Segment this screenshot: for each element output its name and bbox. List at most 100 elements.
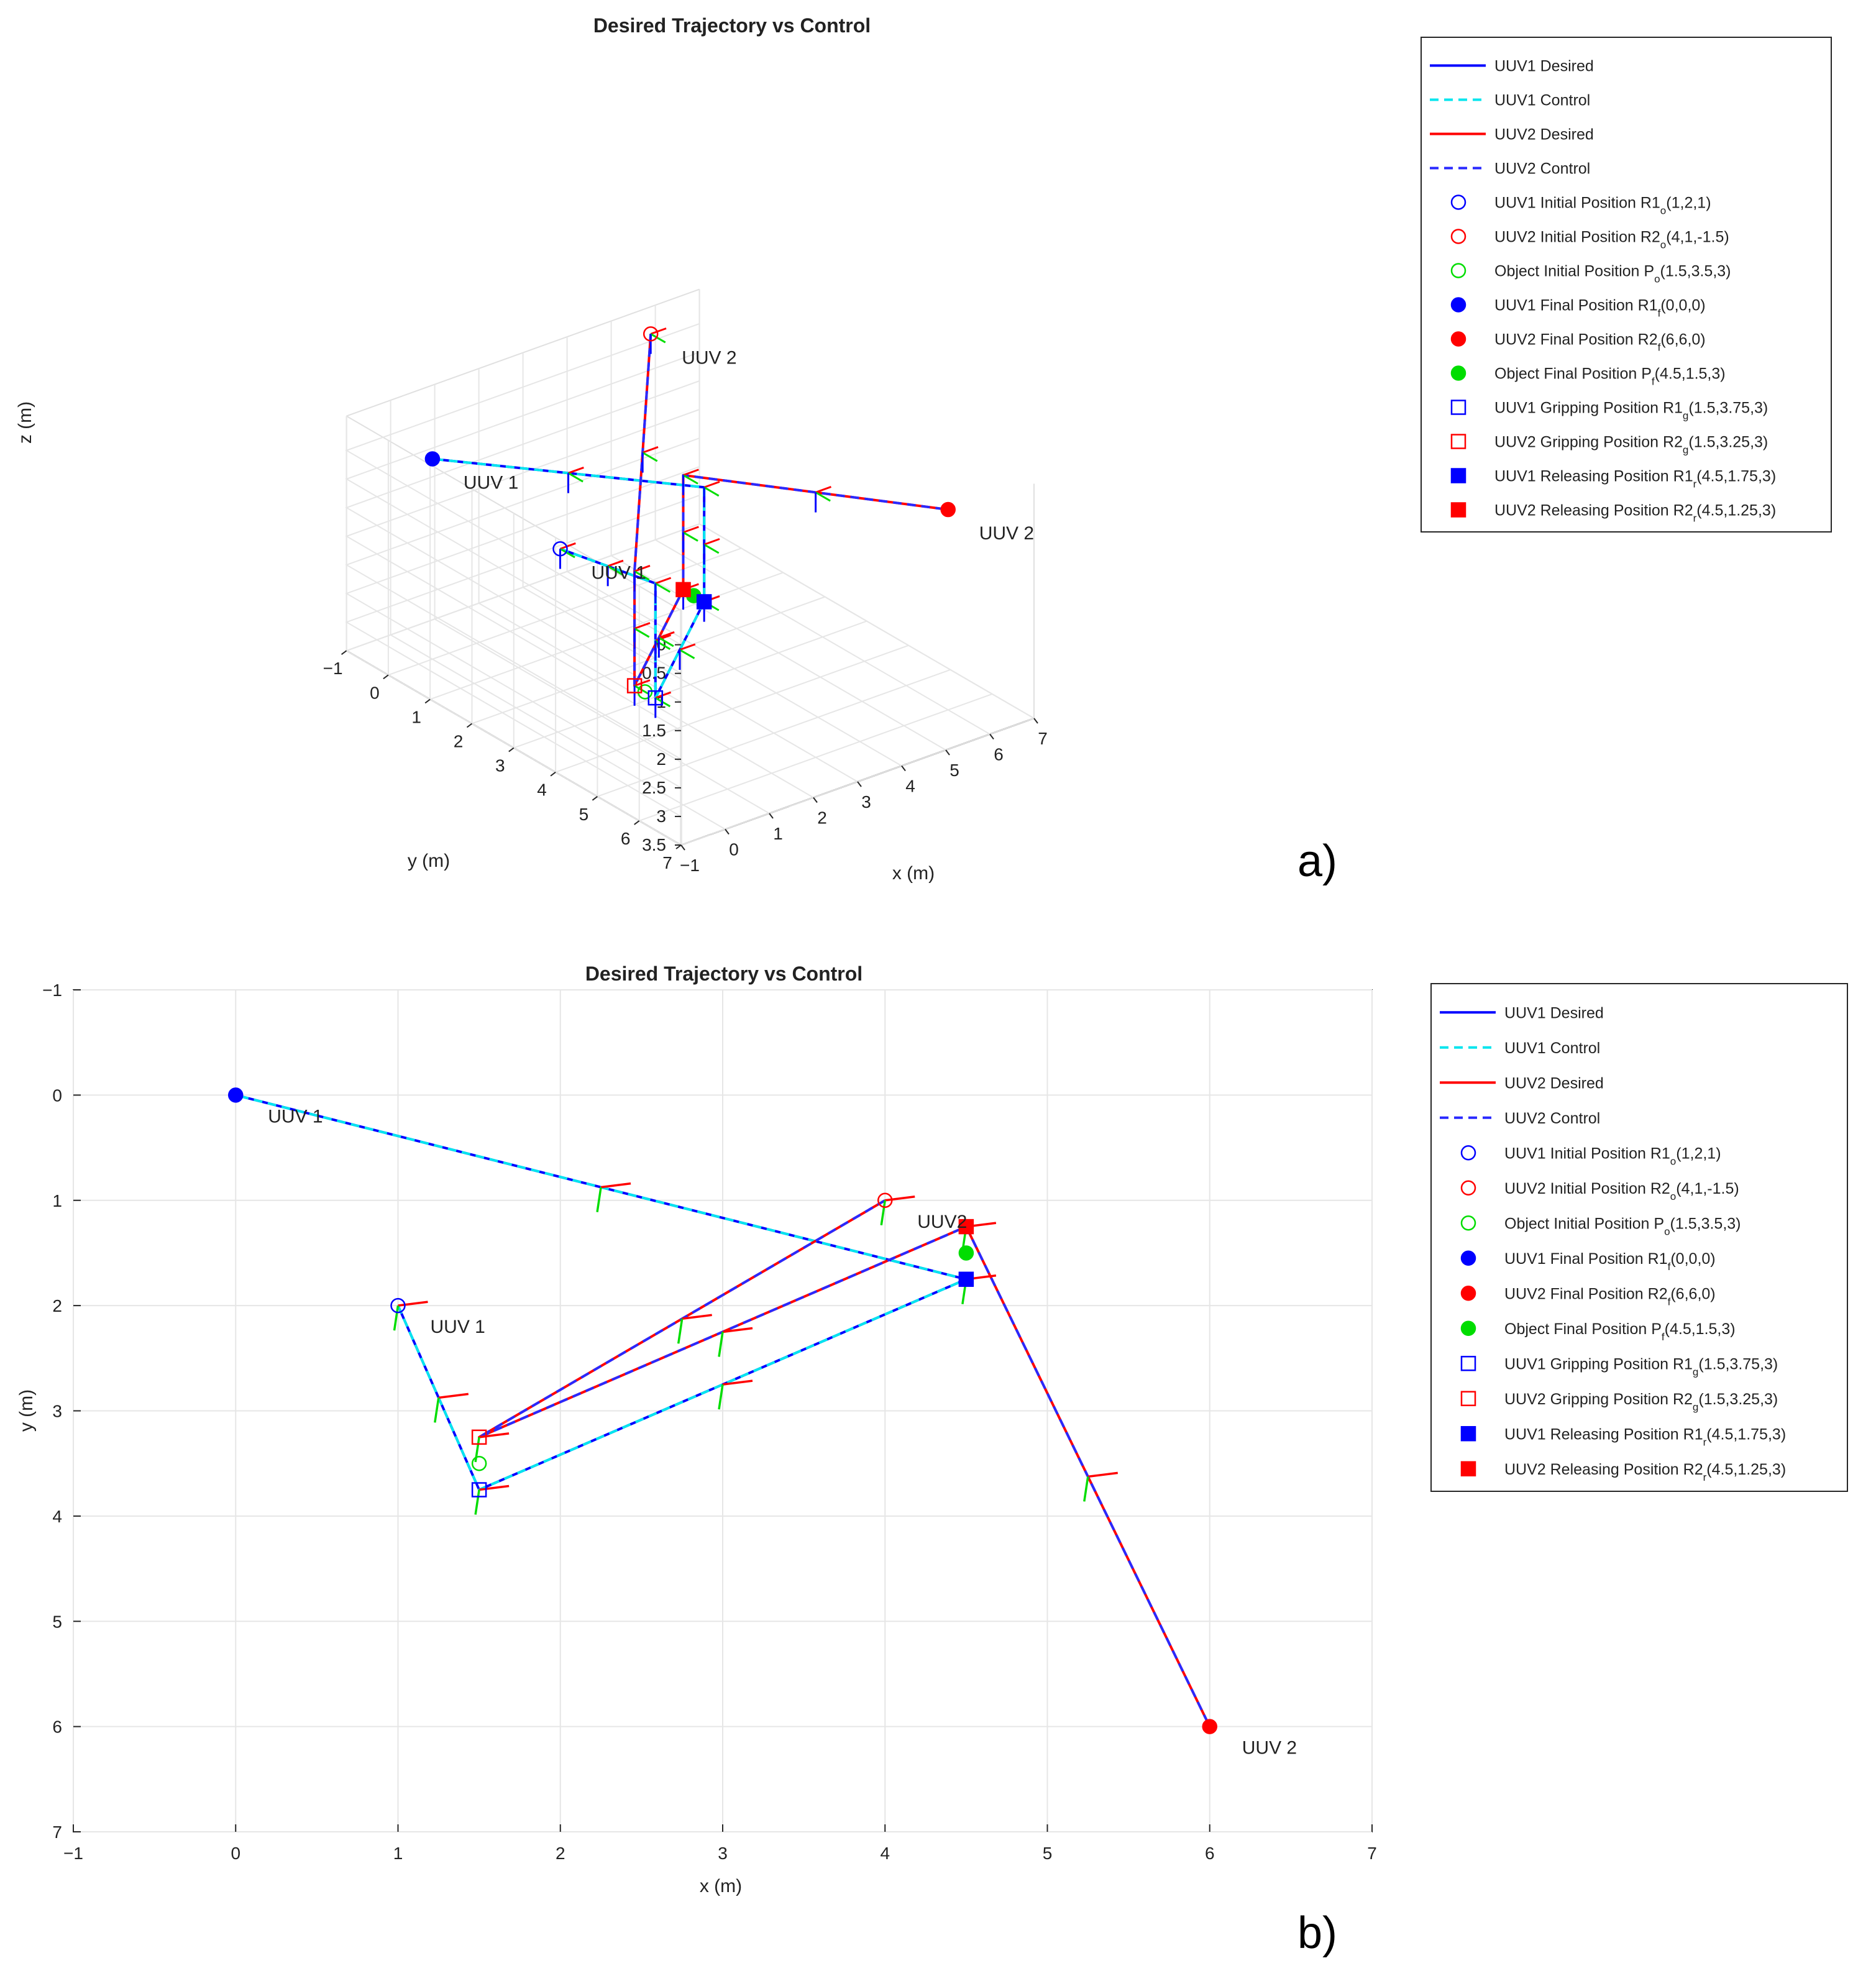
b-legend-entry-uuv1-desired: UUV1 Desired [1504,1004,1604,1022]
b-x-tick-label: −1 [63,1844,83,1863]
a-legend: UUV1 Desired UUV1 Control UUV2 Desired UUV2… [1421,37,1832,533]
b-legend-marker-uuv2-final-position-r2 [1460,1286,1476,1301]
b-annotation-label: UUV2 [917,1212,967,1232]
a-frame-y-1-1 [634,628,650,638]
a-series-line-uuv1-control [432,457,706,700]
a-x-tick-label: 1 [773,824,783,843]
a-legend-marker-uuv2-initial-position-r2 [1450,229,1466,244]
b-frame-y-0-1 [474,1489,480,1515]
b-series-line-uuv2-desired [478,1199,1211,1727]
a-y-tick-label: 2 [454,732,464,751]
b-legend-entry-uuv1-control: UUV1 Control [1504,1040,1600,1057]
a-frame-y-0-3 [703,544,720,554]
a-z-tick-label: 3 [656,807,666,826]
a-wall-gridline-z [345,409,700,731]
a-floor-gridline-y [555,644,909,773]
a-annotation-label: UUV 2 [682,347,736,368]
a-annotation-label: UUV 2 [979,523,1034,544]
a-legend-marker-uuv1-releasing-position-r1 [1450,468,1466,483]
b-series-line-uuv1-desired [235,1094,968,1491]
a-y-tick-mark [466,723,473,728]
b-y-tick-label: −1 [42,981,62,1000]
b-y-tick-label: 5 [52,1612,62,1631]
b-marker-object-initial-position [471,1455,487,1471]
a-z-tick-label: 0.5 [642,664,666,683]
b-chart-title: Desired Trajectory vs Control [585,963,863,985]
a-wall-gridline-z [345,322,700,646]
a-grid [345,289,1035,846]
a-y-tick-mark [550,771,556,777]
b-legend-marker-uuv2-gripping-position-r2 [1460,1391,1476,1406]
b-frame-x-0-0 [438,1393,469,1399]
a-markers [424,326,956,706]
a-legend-entry-uuv2-desired: UUV2 Desired [1494,126,1594,144]
a-frame-y-0-0 [559,547,575,559]
a-marker-uuv1-releasing-position [696,594,712,610]
b-marker-uuv1-releasing-position [958,1271,974,1287]
a-annotations: UUV 1 UUV 1 UUV 2 UUV 2 [464,347,1034,583]
b-legend-entry-uuv2-desired: UUV2 Desired [1504,1074,1604,1092]
a-x-tick-mark [901,765,906,772]
a-legend-entry-uuv1-desired: UUV1 Desired [1494,58,1594,75]
a-wall-gridline-z [345,495,700,817]
a-x-tick-mark [813,797,818,803]
b-annotations: UUV 1 UUV 1 UUV 2 UUV2 [268,1106,1297,1758]
a-legend-marker-uuv1-gripping-position-r1 [1450,400,1466,415]
a-legend-marker-object-final-position-p [1450,365,1466,381]
a-frame-y-1-4 [682,474,698,485]
b-y-tick-label: 0 [52,1086,62,1105]
a-frame-x-1-0 [642,446,659,454]
b-legend-entry-uuv2-control: UUV2 Control [1504,1110,1600,1127]
b-annotation-label: UUV 1 [268,1106,323,1127]
b-x-axis-label: x (m) [700,1876,742,1896]
a-frame-x-1-1 [634,565,651,572]
b-legend-marker-object-final-position-p [1460,1320,1476,1336]
a-legend-marker-object-initial-position-p [1450,263,1466,278]
a-frame-y-0-4 [703,486,720,497]
b-y-tick-label: 4 [52,1507,62,1526]
a-z-tick-label: 3.5 [642,835,666,854]
b-frame-x-0-0 [398,1301,428,1307]
a-frame-y-0-1 [655,639,671,651]
panel-b-label: b) [1297,1908,1337,1958]
a-frame-x-0-2 [679,643,696,651]
b-frame-x-0-2 [600,1182,631,1189]
a-frame-x-1-0 [650,327,667,335]
b-legend-marker-uuv1-gripping-position-r1 [1460,1356,1476,1371]
b-legend-marker-object-initial-position-p [1460,1215,1476,1231]
a-z-tick-label: 2 [656,749,666,769]
a-floor-gridline-y [597,669,951,797]
b-legend: UUV1 Desired UUV1 Control UUV2 Desired UUV2… [1430,983,1848,1492]
a-y-tick-mark [424,698,431,704]
a-frame-glyphs [559,327,831,718]
a-x-tick-mark [1033,718,1038,724]
b-legend-marker-uuv1-initial-position-r1 [1460,1145,1476,1161]
b-x-tick-label: 3 [718,1844,728,1863]
a-series-line-uuv1-desired [432,457,706,700]
b-markers [228,1087,1217,1734]
b-x-tick-label: 1 [393,1844,403,1863]
a-legend-marker-uuv2-releasing-position-r2 [1450,502,1466,518]
b-legend-marker-uuv1-final-position-r1 [1460,1250,1476,1266]
b-frame-y-0-0 [393,1305,400,1331]
b-frame-x-1-2 [1087,1471,1119,1478]
a-annotation-label: UUV 1 [464,472,518,493]
a-y-tick-label: 6 [621,829,631,848]
a-frame-x-1-4 [815,486,831,493]
a-y-tick-label: 0 [370,683,380,702]
a-frame-x-0-4 [568,467,584,474]
b-frame-x-0-1 [478,1484,510,1491]
a-frame-x-1-3 [683,526,699,534]
a-frame-x-0-0 [559,542,576,550]
a-frame-y-1-0 [642,452,658,462]
a-floor-gridline-y [388,547,742,676]
a-marker-uuv2-initial-position [643,326,659,342]
b-y-tick-label: 7 [52,1822,62,1842]
a-y-tick-mark [341,650,347,655]
a-y-tick-label: −1 [323,659,343,678]
a-x-tick-mark [680,844,685,851]
a-wall-gridline-z [345,380,700,703]
